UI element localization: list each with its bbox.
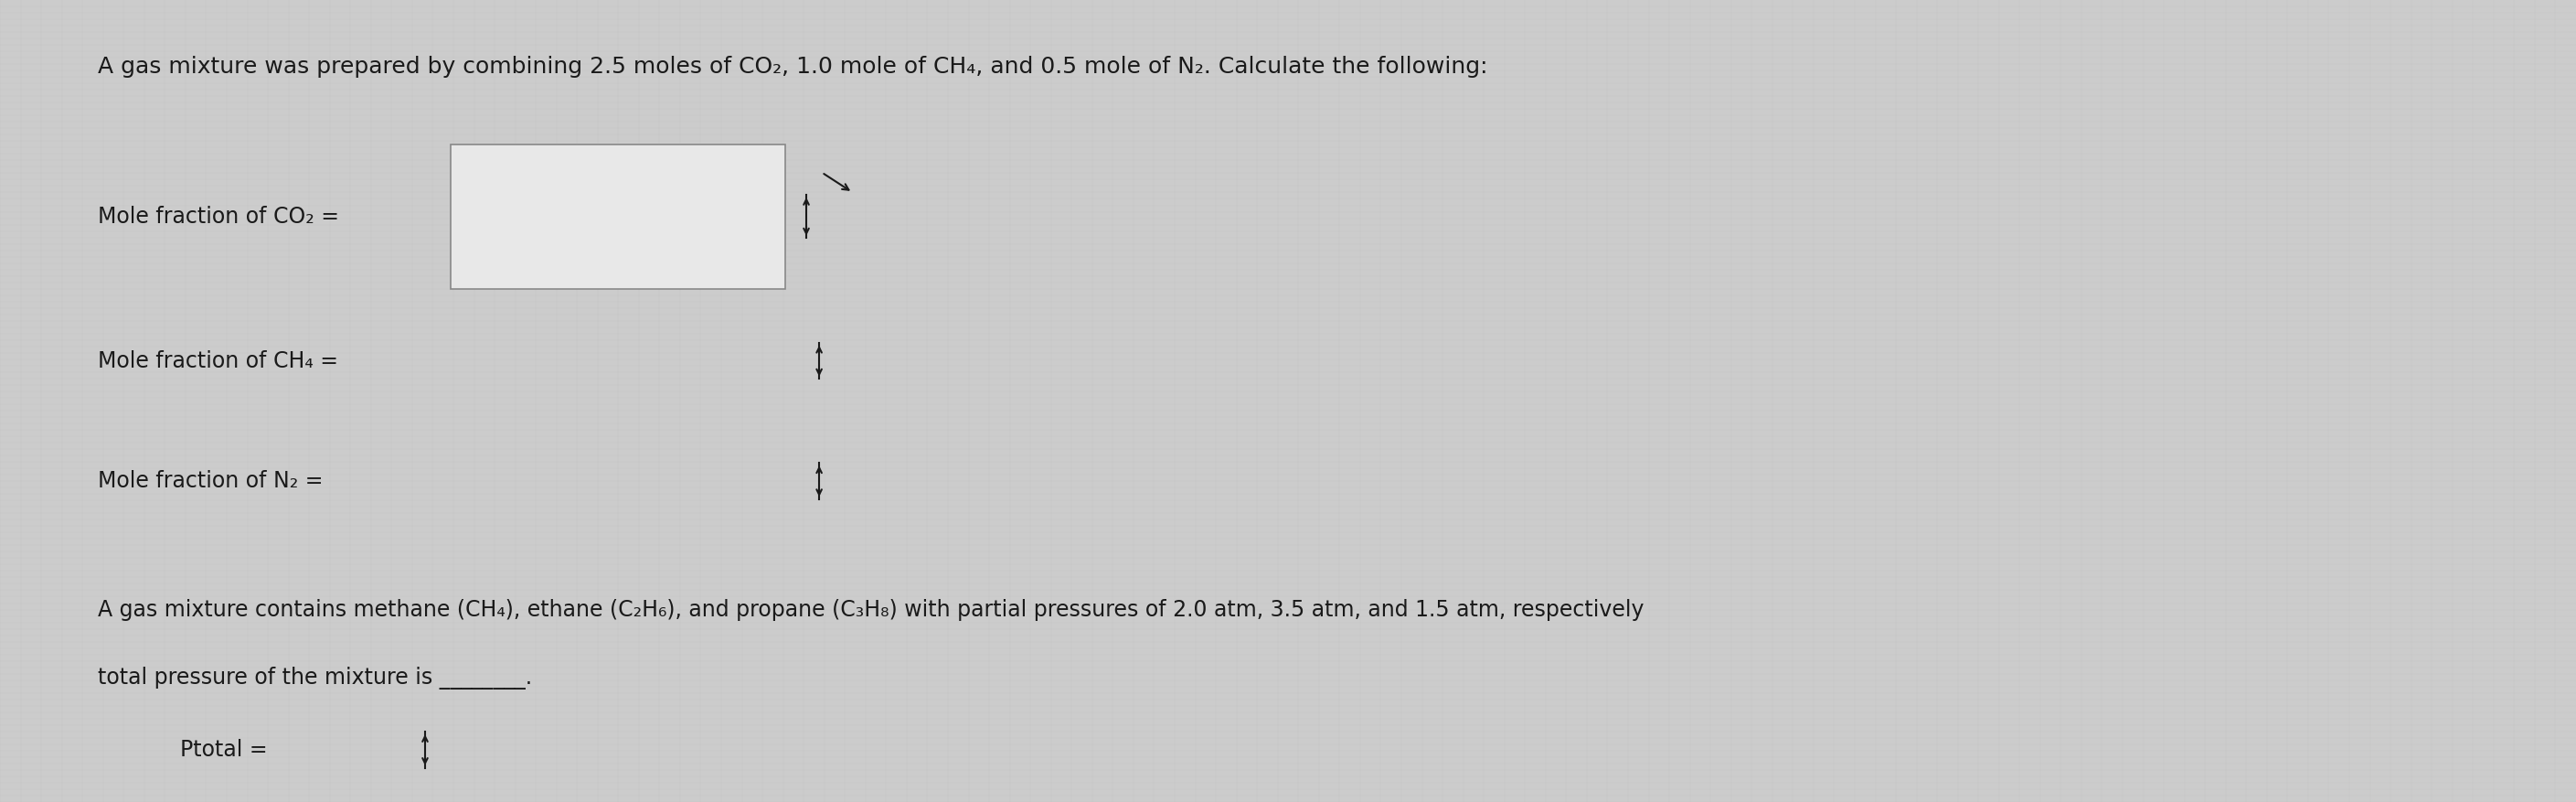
Text: total pressure of the mixture is ________.: total pressure of the mixture is _______…	[98, 666, 533, 689]
Text: Mole fraction of N₂ =: Mole fraction of N₂ =	[98, 470, 322, 492]
FancyBboxPatch shape	[451, 144, 786, 289]
Text: A gas mixture was prepared by combining 2.5 moles of CO₂, 1.0 mole of CH₄, and 0: A gas mixture was prepared by combining …	[98, 56, 1489, 78]
Text: Mole fraction of CO₂ =: Mole fraction of CO₂ =	[98, 205, 340, 228]
Text: Ptotal =: Ptotal =	[180, 739, 268, 761]
Text: Mole fraction of CH₄ =: Mole fraction of CH₄ =	[98, 350, 337, 372]
Text: A gas mixture contains methane (CH₄), ethane (C₂H₆), and propane (C₃H₈) with par: A gas mixture contains methane (CH₄), et…	[98, 598, 1643, 621]
